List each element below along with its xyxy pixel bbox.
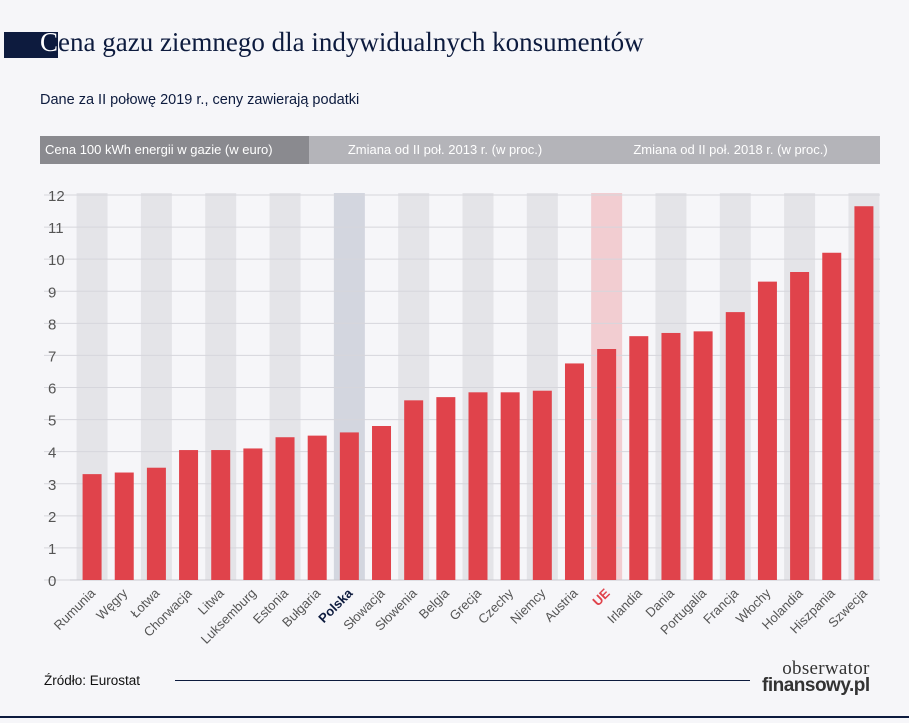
y-tick-label: 11 [48, 220, 64, 237]
x-tick-label: Węgry [93, 585, 131, 623]
y-tick-label: 8 [48, 316, 56, 333]
y-tick-label: 9 [48, 284, 56, 301]
bar-belgia [436, 397, 456, 580]
bar-ue [597, 349, 617, 580]
x-tick-label: UE [589, 585, 613, 609]
tab-price-per-100kwh[interactable]: Cena 100 kWh energii w gazie (w euro) [40, 136, 309, 164]
tab-change-since-2018[interactable]: Zmiana od II poł. 2018 r. (w proc.) [581, 136, 880, 164]
title-first-letter: C [40, 27, 59, 57]
bar-szwecja [854, 206, 874, 580]
bar-niemcy [532, 390, 552, 580]
bar-litwa [211, 450, 231, 580]
y-tick-label: 0 [48, 573, 56, 590]
bar-irlandia [629, 336, 649, 580]
logo-line-2: finansowy.pl [762, 675, 870, 696]
bar-słowenia [404, 400, 424, 580]
bar-polska [339, 432, 359, 580]
bar-grecja [468, 392, 488, 580]
bar-holandia [790, 272, 810, 580]
bar-francja [725, 312, 745, 580]
bar-włochy [757, 281, 777, 580]
bar-austria [564, 363, 584, 580]
x-tick-label: Irlandia [604, 585, 645, 626]
brand-logo: obserwator finansowy.pl [762, 658, 870, 696]
x-tick-label: Niemcy [507, 585, 549, 627]
bar-chart: 0123456789101112RumuniaWęgryŁotwaChorwac… [44, 188, 880, 647]
title-accent-block [4, 32, 58, 58]
x-tick-label: Francja [700, 585, 742, 627]
footer-divider [175, 680, 750, 681]
bar-bułgaria [307, 435, 327, 580]
y-tick-label: 6 [48, 381, 56, 398]
bar-czechy [500, 392, 520, 580]
bar-hiszpania [822, 252, 842, 580]
tab-bar: Cena 100 kWh energii w gazie (w euro) Zm… [40, 136, 880, 164]
logo-line-1: obserwator [782, 658, 870, 679]
y-tick-label: 3 [48, 477, 56, 494]
bar-chorwacja [179, 450, 199, 580]
y-tick-label: 7 [48, 348, 56, 365]
bar-rumunia [82, 474, 102, 580]
bar-węgry [114, 472, 134, 580]
x-tick-label: Belgia [416, 585, 453, 622]
y-tick-label: 5 [48, 413, 56, 430]
bottom-rule [0, 716, 909, 718]
bar-portugalia [693, 331, 713, 580]
bar-estonia [275, 437, 295, 580]
y-tick-label: 12 [48, 188, 65, 205]
bar-słowacja [372, 426, 392, 580]
tab-change-since-2013[interactable]: Zmiana od II poł. 2013 r. (w proc.) [309, 136, 581, 164]
y-tick-label: 10 [48, 252, 65, 269]
y-tick-label: 4 [48, 445, 56, 462]
y-tick-label: 1 [48, 541, 56, 558]
source-note: Źródło: Eurostat [44, 673, 141, 688]
page-title: Cena gazu ziemnego dla indywidualnych ko… [40, 27, 644, 58]
y-tick-label: 2 [48, 509, 56, 526]
bar-łotwa [146, 467, 166, 580]
bar-luksemburg [243, 448, 263, 580]
x-tick-label: Austria [541, 585, 581, 625]
x-tick-label: Rumunia [51, 585, 99, 633]
title-text: ena gazu ziemnego dla indywidualnych kon… [58, 27, 644, 57]
page-subtitle: Dane za II połowę 2019 r., ceny zawieraj… [40, 92, 360, 108]
bar-dania [661, 332, 681, 580]
